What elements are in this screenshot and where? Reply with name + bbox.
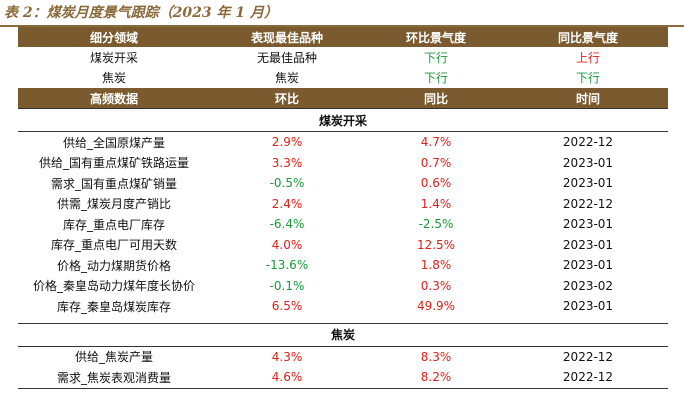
- table-row: 需求_焦炭表观消费量 4.6% 8.2% 2022-12: [18, 367, 668, 389]
- item-cell: 价格_动力煤期货价格: [56, 258, 171, 273]
- table-row: 库存_重点电厂可用天数 4.0% 12.5% 2023-01: [18, 235, 668, 256]
- yoy-cell: 1.4%: [420, 196, 452, 211]
- item-cell: 需求_焦炭表观消费量: [18, 367, 210, 389]
- yoy-cell: 12.5%: [416, 237, 456, 252]
- table-row: 库存_重点电厂库存 -6.4% -2.5% 2023-01: [18, 214, 668, 235]
- yoy-cell: 49.9%: [416, 299, 456, 314]
- mom-cell: -6.4%: [269, 217, 305, 232]
- item-cell: 供给_焦炭产量: [74, 350, 153, 365]
- yoy-cell: 0.3%: [420, 278, 452, 293]
- mom-cell: 2.4%: [271, 196, 303, 211]
- header-cell: 环比景气度: [364, 27, 508, 47]
- table-row: 需求_国有重点煤矿销量 -0.5% 0.6% 2023-01: [18, 173, 668, 194]
- table-row: 库存_秦皇岛煤炭库存 6.5% 49.9% 2023-01: [18, 296, 668, 317]
- yoy-trend-cell: 下行: [575, 71, 600, 86]
- table-row: 供给_国有重点煤矿铁路运量 3.3% 0.7% 2023-01: [18, 153, 668, 174]
- item-cell: 价格_秦皇岛动力煤年度长协价: [32, 279, 195, 294]
- top-header-row: 细分领域 表现最佳品种 环比景气度 同比景气度: [18, 27, 668, 47]
- time-cell: 2023-01: [562, 258, 614, 273]
- header-cell: 细分领域: [18, 27, 210, 47]
- best-cell: 无最佳品种: [256, 50, 317, 65]
- field-cell: 煤炭开采: [89, 50, 138, 65]
- table-row: 价格_动力煤期货价格 -13.6% 1.8% 2023-01: [18, 255, 668, 276]
- mom-cell: -13.6%: [265, 258, 309, 273]
- mom-cell: 4.6%: [210, 367, 364, 389]
- header-cell: 环比: [210, 88, 364, 109]
- header-cell: 时间: [508, 88, 668, 109]
- yoy-cell: -2.5%: [418, 217, 454, 232]
- time-cell: 2023-02: [562, 278, 614, 293]
- item-cell: 库存_重点电厂可用天数: [50, 238, 177, 253]
- table-row: 供需_煤炭月度产销比 2.4% 1.4% 2022-12: [18, 194, 668, 215]
- time-cell: 2022-12: [508, 367, 668, 389]
- table-row: 焦炭 焦炭 下行 下行: [18, 68, 668, 89]
- mom-cell: 4.3%: [271, 349, 303, 364]
- time-cell: 2023-01: [562, 217, 614, 232]
- yoy-cell: 8.3%: [420, 349, 452, 364]
- header-cell: 同比: [364, 88, 508, 109]
- item-cell: 库存_秦皇岛煤炭库存: [56, 299, 171, 314]
- yoy-cell: 1.8%: [420, 258, 452, 273]
- mom-cell: 3.3%: [271, 155, 303, 170]
- section-title: 煤炭开采: [18, 108, 668, 132]
- table-row: 供给_全国原煤产量 2.9% 4.7% 2022-12: [18, 132, 668, 153]
- mom-cell: 4.0%: [271, 237, 303, 252]
- field-cell: 焦炭: [101, 71, 126, 86]
- table-row: 供给_焦炭产量 4.3% 8.3% 2022-12: [18, 346, 668, 367]
- mom-cell: 2.9%: [271, 135, 303, 150]
- mom-trend-cell: 下行: [423, 50, 448, 65]
- mom-trend-cell: 下行: [423, 71, 448, 86]
- time-cell: 2023-01: [562, 299, 614, 314]
- item-cell: 库存_重点电厂库存: [62, 217, 165, 232]
- item-cell: 供需_煤炭月度产销比: [56, 197, 171, 212]
- yoy-cell: 4.7%: [420, 135, 452, 150]
- table-row: 价格_秦皇岛动力煤年度长协价 -0.1% 0.3% 2023-02: [18, 276, 668, 297]
- section-title-row: 焦炭: [18, 322, 668, 347]
- data-header-row: 高频数据 环比 同比 时间: [18, 88, 668, 109]
- mom-cell: 6.5%: [271, 299, 303, 314]
- header-cell: 同比景气度: [508, 27, 668, 47]
- section-title: 焦炭: [18, 322, 668, 347]
- yoy-cell: 0.6%: [420, 176, 452, 191]
- item-cell: 供给_全国原煤产量: [62, 135, 165, 150]
- mom-cell: -0.1%: [269, 278, 305, 293]
- time-cell: 2023-01: [562, 155, 614, 170]
- yoy-trend-cell: 上行: [575, 50, 600, 65]
- table-title: 表 2：煤炭月度景气跟踪（2023 年 1 月）: [4, 5, 278, 21]
- time-cell: 2022-12: [562, 196, 614, 211]
- yoy-cell: 8.2%: [364, 367, 508, 389]
- coal-tracking-table: 细分领域 表现最佳品种 环比景气度 同比景气度 煤炭开采 无最佳品种 下行 上行…: [18, 27, 668, 389]
- table-row: 煤炭开采 无最佳品种 下行 上行: [18, 47, 668, 68]
- time-cell: 2022-12: [562, 349, 614, 364]
- time-cell: 2023-01: [562, 176, 614, 191]
- header-cell: 表现最佳品种: [210, 27, 364, 47]
- header-cell: 高频数据: [18, 88, 210, 109]
- item-cell: 需求_国有重点煤矿销量: [50, 176, 177, 191]
- yoy-cell: 0.7%: [420, 155, 452, 170]
- section-title-row: 煤炭开采: [18, 108, 668, 132]
- time-cell: 2023-01: [562, 237, 614, 252]
- time-cell: 2022-12: [562, 135, 614, 150]
- best-cell: 焦炭: [274, 71, 299, 86]
- item-cell: 供给_国有重点煤矿铁路运量: [38, 156, 189, 171]
- title-rule: [0, 25, 684, 27]
- mom-cell: -0.5%: [269, 176, 305, 191]
